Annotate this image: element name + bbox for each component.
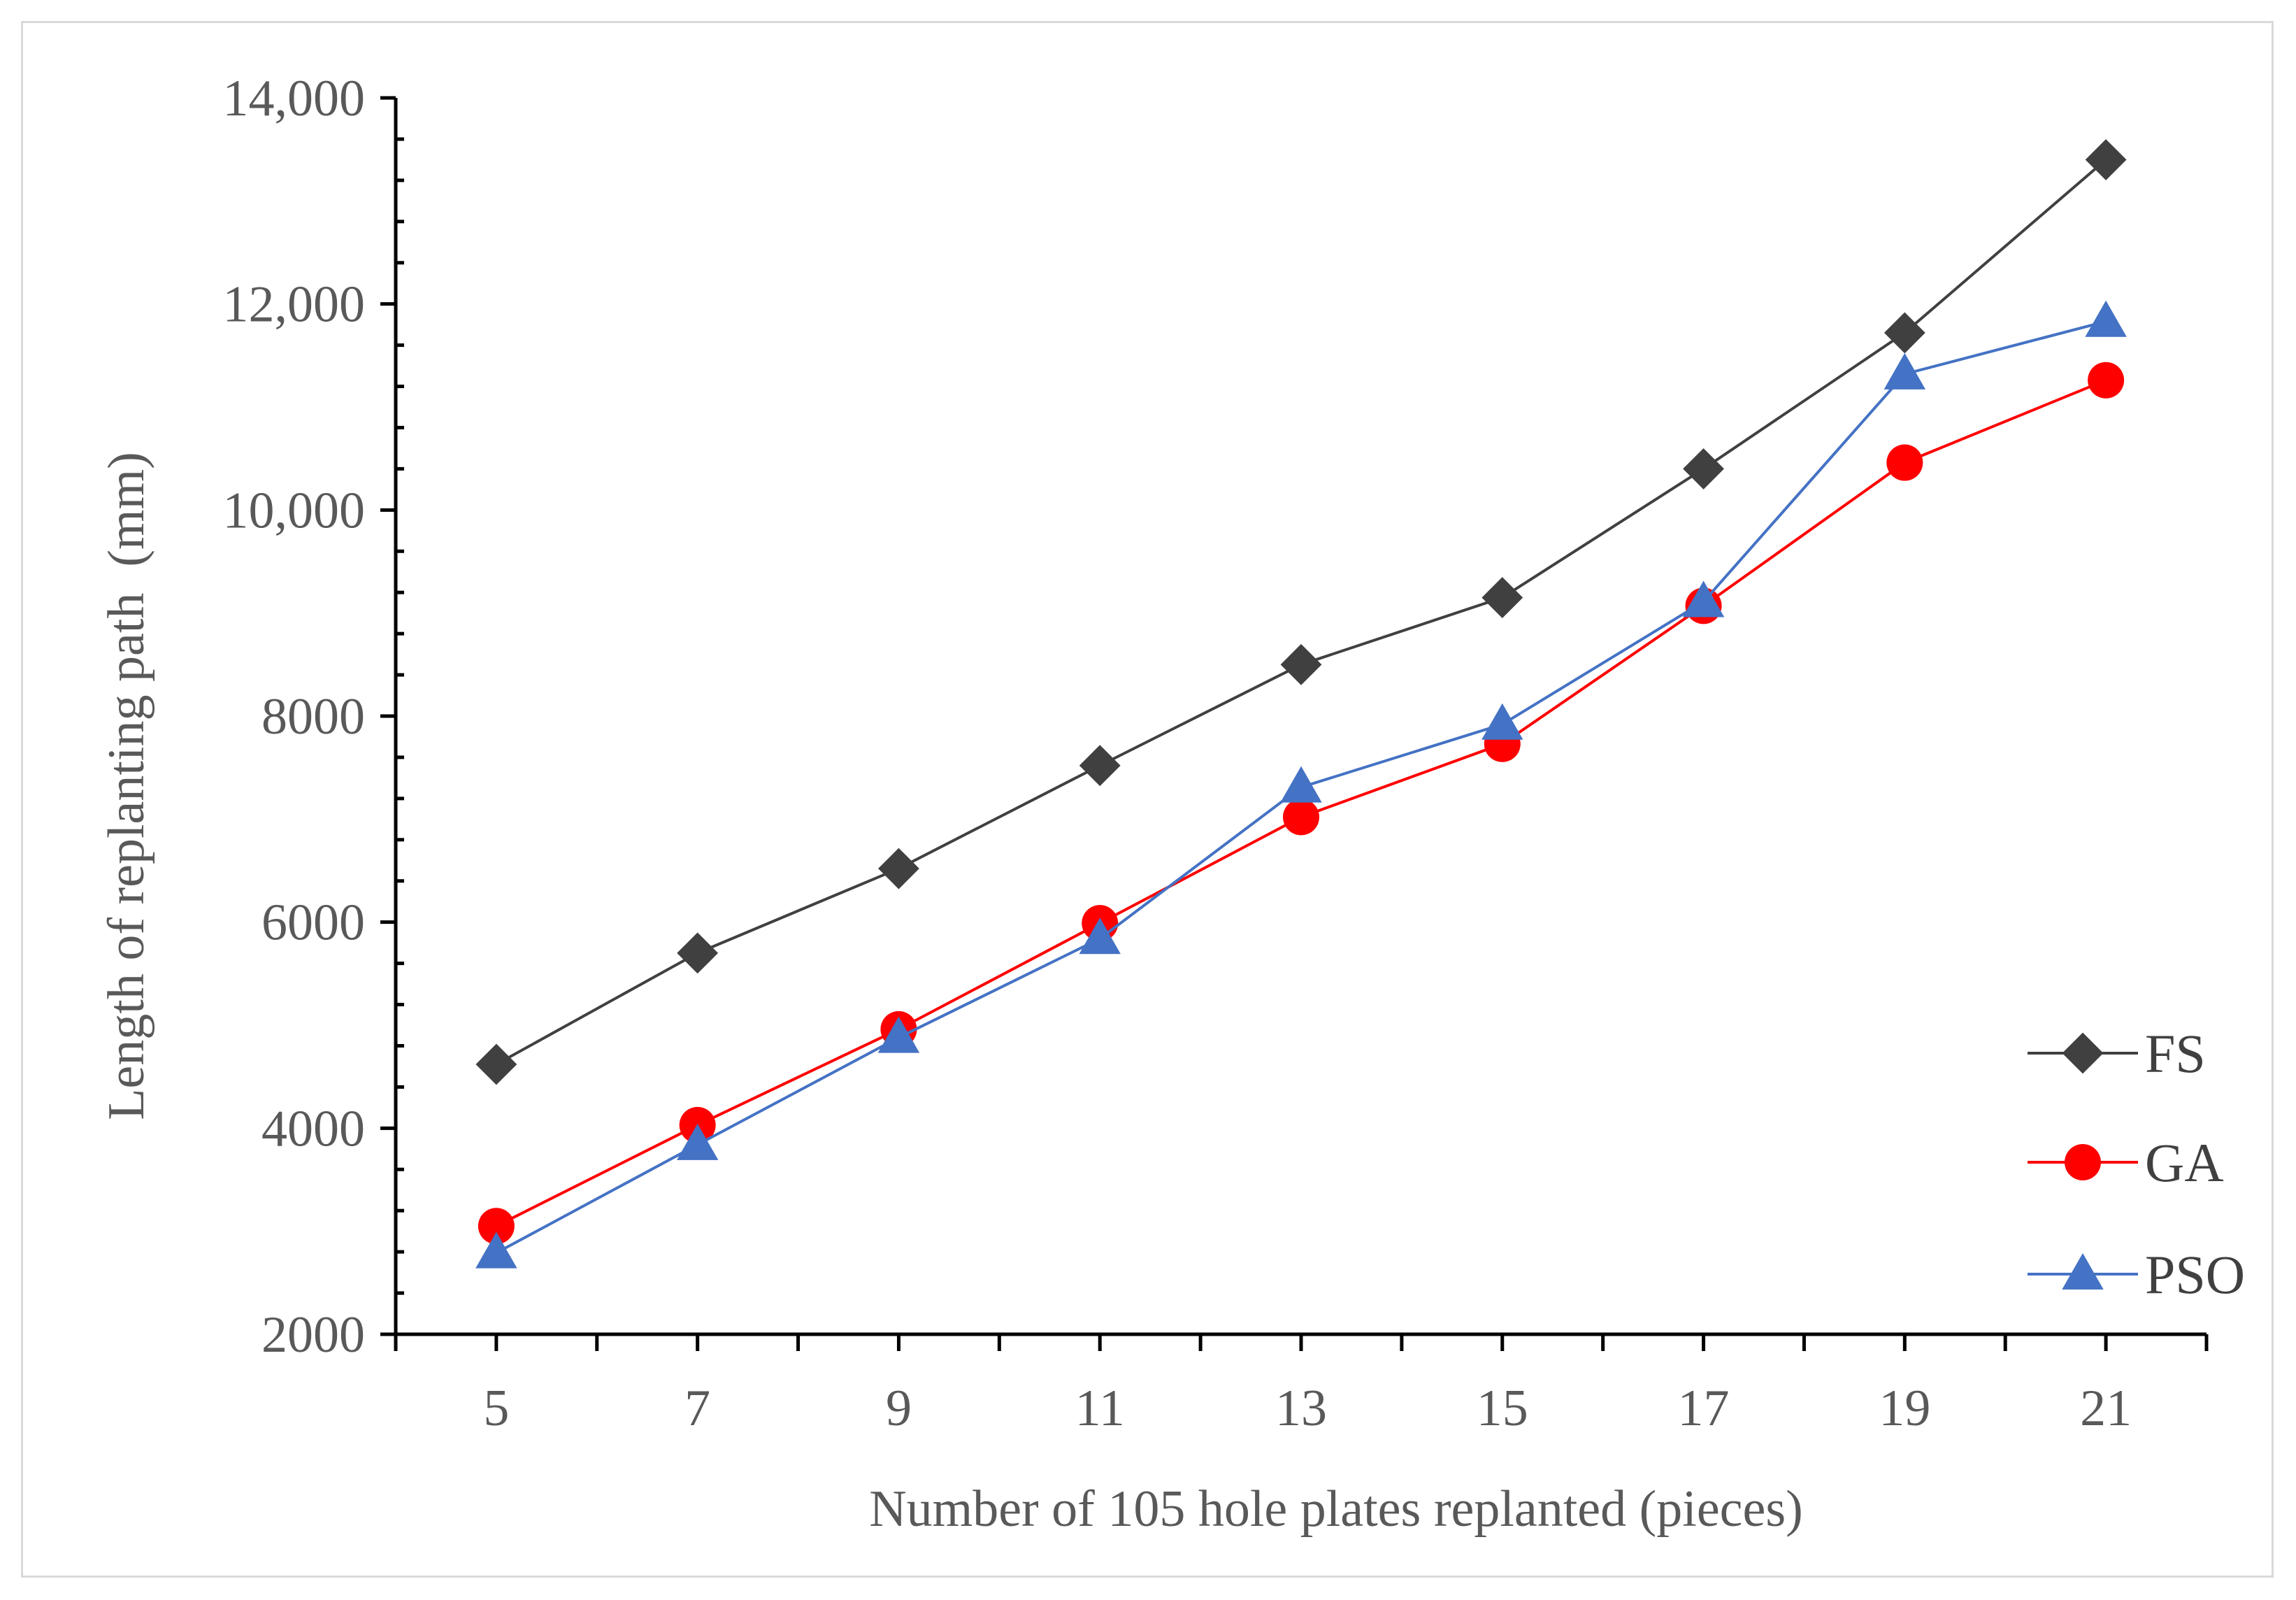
y-tick-label: 2000 <box>261 1306 365 1364</box>
series-fs-line <box>495 158 2107 1066</box>
x-tick-label: 7 <box>684 1380 710 1437</box>
series-pso <box>475 300 2127 1269</box>
series-pso-point <box>1280 766 1322 803</box>
series-fs-point <box>1884 312 1925 354</box>
legend: FS GA PSO <box>2028 1023 2245 1305</box>
series-fs-point <box>1683 448 1724 490</box>
legend-label-pso: PSO <box>2145 1244 2245 1305</box>
y-tick-label: 12,000 <box>223 276 366 334</box>
series-fs-point <box>1079 745 1121 787</box>
legend-marker-ga <box>2065 1144 2101 1180</box>
series-fs-point <box>1481 577 1523 618</box>
series-pso-point <box>1682 580 1725 617</box>
legend-label-fs: FS <box>2145 1023 2206 1084</box>
series-pso-point <box>1481 703 1523 740</box>
series-fs-point <box>677 932 719 974</box>
legend-item-fs: FS <box>2028 1023 2206 1084</box>
x-tick-label: 9 <box>886 1380 912 1437</box>
series-ga <box>478 362 2125 1245</box>
y-tick-label: 10,000 <box>223 482 366 539</box>
series-fs-point <box>475 1043 517 1085</box>
y-tick-label: 14,000 <box>223 70 366 127</box>
series-layer <box>475 138 2127 1269</box>
y-tick-label: 6000 <box>261 894 365 952</box>
x-tick-label: 11 <box>1075 1380 1125 1437</box>
series-pso-point <box>877 1016 920 1053</box>
series-fs-point <box>878 848 919 890</box>
series-fs-point <box>2085 138 2127 180</box>
legend-marker-fs <box>2062 1032 2104 1074</box>
series-fs-point <box>1280 643 1322 685</box>
x-tick-label: 17 <box>1678 1380 1730 1437</box>
legend-item-pso: PSO <box>2028 1244 2245 1305</box>
series-pso-point <box>1884 352 1926 390</box>
series-ga-point <box>1886 444 1923 481</box>
series-fs <box>475 138 2127 1085</box>
x-axis-title: Number of 105 hole plates replanted (pie… <box>869 1480 1803 1538</box>
series-pso-point <box>475 1231 517 1269</box>
y-tick-label: 4000 <box>261 1100 365 1157</box>
x-tick-label: 5 <box>483 1380 509 1437</box>
y-tick-label: 8000 <box>261 688 365 745</box>
x-tick-label: 15 <box>1477 1380 1528 1437</box>
x-tick-label: 21 <box>2080 1380 2132 1437</box>
legend-item-ga: GA <box>2028 1132 2224 1193</box>
legend-label-ga: GA <box>2145 1132 2224 1193</box>
x-tick-label: 19 <box>1879 1380 1930 1437</box>
series-ga-point <box>478 1208 515 1245</box>
legend-marker-pso <box>2062 1252 2104 1290</box>
series-pso-point <box>676 1123 719 1160</box>
y-axis-title: Length of replanting path (mm) <box>98 452 155 1120</box>
series-ga-point <box>1283 799 1319 836</box>
series-pso-point <box>2085 300 2127 337</box>
series-ga-point <box>2088 362 2125 399</box>
x-tick-label: 13 <box>1275 1380 1327 1437</box>
axes: 2000 4000 6000 8000 10,000 12,000 14,000 5 7 9 11 1… <box>223 70 2209 1437</box>
series-pso-point <box>1079 917 1121 955</box>
